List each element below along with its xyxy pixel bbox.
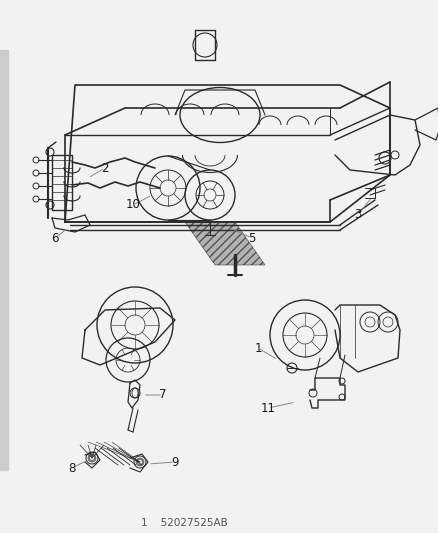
Text: 1    52027525AB: 1 52027525AB: [141, 519, 227, 528]
Text: 8: 8: [68, 462, 76, 474]
Text: 1: 1: [254, 342, 262, 354]
Text: 2: 2: [101, 161, 109, 174]
Bar: [0, 50, 8, 470]
Text: 6: 6: [51, 231, 59, 245]
Text: 3: 3: [354, 208, 362, 222]
Text: 9: 9: [171, 456, 179, 469]
Text: 11: 11: [261, 401, 276, 415]
Text: 10: 10: [126, 198, 141, 212]
Text: 7: 7: [159, 389, 167, 401]
Polygon shape: [185, 222, 265, 265]
Text: 5: 5: [248, 231, 256, 245]
